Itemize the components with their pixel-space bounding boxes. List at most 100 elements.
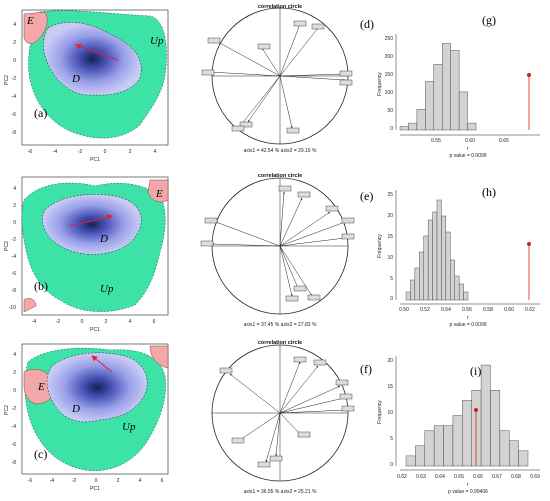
map-panel-c: -6 -4 -2 0 2 4 6 4 2 0 -2 -4 -6 -8 PC1 P… bbox=[4, 343, 169, 492]
hist-g-panel-label: (g) bbox=[482, 13, 496, 27]
svg-text:15: 15 bbox=[387, 234, 393, 240]
circle-e-title: correlation circle bbox=[258, 173, 302, 179]
histogram-bar bbox=[454, 275, 460, 301]
map-a-xticks: -6 -4 -2 0 2 4 bbox=[28, 149, 157, 155]
svg-text:0: 0 bbox=[95, 478, 98, 484]
map-b-extreme-letter: E bbox=[155, 188, 163, 200]
histogram-bar bbox=[445, 231, 451, 301]
svg-text:4: 4 bbox=[13, 186, 16, 192]
histogram-bar bbox=[423, 235, 429, 301]
extreme-region-shape bbox=[23, 369, 55, 405]
hist-h-xlabel: r bbox=[467, 315, 469, 321]
svg-text:0: 0 bbox=[390, 296, 393, 302]
hist-i-bars bbox=[405, 364, 529, 467]
histogram-bar bbox=[405, 291, 411, 301]
svg-text:-8: -8 bbox=[12, 460, 17, 466]
svg-text:0.68: 0.68 bbox=[511, 474, 521, 480]
svg-text:0.66: 0.66 bbox=[473, 474, 483, 480]
map-b-panel-label: (b) bbox=[34, 279, 48, 293]
svg-text:-8: -8 bbox=[12, 130, 17, 136]
histogram-bar bbox=[399, 126, 409, 131]
svg-text:250: 250 bbox=[385, 36, 394, 42]
svg-text:-2: -2 bbox=[12, 406, 17, 412]
svg-text:0.62: 0.62 bbox=[397, 474, 407, 480]
hist-i-panel-label: (i) bbox=[470, 364, 481, 378]
histogram-bar bbox=[450, 259, 455, 301]
svg-text:0.69: 0.69 bbox=[530, 474, 540, 480]
extreme-region-shape-small bbox=[149, 345, 169, 369]
circle-panel-d: correlation circle ax bbox=[201, 4, 374, 154]
histogram-bar bbox=[419, 251, 424, 301]
svg-text:-6: -6 bbox=[28, 149, 33, 155]
hist-i-xlabel: r bbox=[467, 482, 469, 488]
svg-text:-6: -6 bbox=[28, 478, 33, 484]
svg-text:0: 0 bbox=[81, 319, 84, 325]
svg-text:0: 0 bbox=[13, 58, 16, 64]
svg-text:2: 2 bbox=[13, 40, 16, 46]
svg-text:4: 4 bbox=[129, 319, 132, 325]
svg-text:-8: -8 bbox=[12, 288, 17, 294]
map-c-desirable-letter: D bbox=[71, 403, 80, 415]
svg-text:20: 20 bbox=[387, 213, 393, 219]
histogram-bar bbox=[499, 430, 510, 467]
map-b-ylabel: PC2 bbox=[4, 241, 10, 251]
svg-text:50: 50 bbox=[387, 108, 393, 114]
hist-g-xlabel: r bbox=[467, 146, 469, 152]
svg-text:0.60: 0.60 bbox=[465, 138, 475, 144]
histogram-bar bbox=[408, 122, 418, 131]
histogram-bar bbox=[427, 219, 433, 301]
svg-text:10: 10 bbox=[387, 255, 393, 261]
histogram-bar bbox=[433, 425, 444, 467]
svg-text:-2: -2 bbox=[78, 149, 83, 155]
map-c-panel-label: (c) bbox=[34, 447, 47, 461]
svg-text:0.54: 0.54 bbox=[441, 307, 451, 313]
svg-text:-4: -4 bbox=[12, 94, 17, 100]
extreme-region-shape-small bbox=[23, 298, 37, 313]
svg-text:0: 0 bbox=[390, 462, 393, 468]
circle-panel-e: correlation circle ax bbox=[200, 173, 373, 328]
svg-text:2: 2 bbox=[13, 203, 16, 209]
map-panel-a: -6 -4 -2 0 2 4 4 2 0 -2 -4 -6 -8 PC1 PC2… bbox=[4, 9, 169, 163]
desirable-region-shape bbox=[43, 22, 142, 96]
histogram-bar bbox=[458, 283, 464, 301]
svg-text:-4: -4 bbox=[32, 319, 37, 325]
extreme-region-shape bbox=[23, 11, 48, 44]
svg-text:-6: -6 bbox=[12, 442, 17, 448]
map-c-extreme-letter: E bbox=[37, 381, 45, 393]
circle-panel-f: correlation circle ax bbox=[211, 340, 372, 495]
hist-h-panel-label: (h) bbox=[482, 185, 496, 199]
histogram-bar bbox=[452, 415, 463, 467]
map-a-xlabel: PC1 bbox=[90, 157, 100, 163]
svg-text:0.55: 0.55 bbox=[431, 138, 441, 144]
svg-text:15: 15 bbox=[387, 384, 393, 390]
svg-text:-2: -2 bbox=[72, 478, 77, 484]
svg-text:2: 2 bbox=[117, 478, 120, 484]
map-a-yticks: 4 2 0 -2 -4 -6 -8 bbox=[12, 22, 17, 136]
svg-text:0.63: 0.63 bbox=[416, 474, 426, 480]
svg-text:2: 2 bbox=[13, 370, 16, 376]
svg-text:-4: -4 bbox=[12, 424, 17, 430]
svg-text:0.50: 0.50 bbox=[399, 307, 409, 313]
circle-f-title: correlation circle bbox=[258, 340, 302, 346]
histogram-bar bbox=[433, 64, 443, 131]
histogram-bar bbox=[410, 279, 416, 301]
svg-text:100: 100 bbox=[385, 90, 394, 96]
desirable-region-shape bbox=[46, 352, 148, 423]
svg-text:0.60: 0.60 bbox=[504, 307, 514, 313]
histogram-bar bbox=[450, 50, 460, 131]
circle-f-panel-label: (f) bbox=[360, 362, 372, 376]
svg-text:-2: -2 bbox=[12, 237, 17, 243]
svg-text:2: 2 bbox=[129, 149, 132, 155]
histogram-bar bbox=[467, 122, 477, 131]
histogram-bar bbox=[462, 400, 472, 467]
histogram-bar bbox=[424, 430, 435, 467]
histogram-bar bbox=[463, 291, 469, 301]
svg-text:0.64: 0.64 bbox=[435, 474, 445, 480]
desirable-region-shape bbox=[42, 194, 142, 255]
circle-e-caption: axis1 = 37.45 % axis2 = 27.83 % bbox=[244, 322, 317, 328]
svg-text:4: 4 bbox=[139, 478, 142, 484]
svg-text:10: 10 bbox=[387, 410, 393, 416]
hist-panel-i: (i) 0.62 0.63 0.64 0.65 0.66 0.67 0.68 0… bbox=[377, 356, 540, 495]
hist-g-caption: p value = 0.0099 bbox=[449, 153, 486, 159]
hist-h-ylabel: Frequency bbox=[377, 234, 383, 258]
